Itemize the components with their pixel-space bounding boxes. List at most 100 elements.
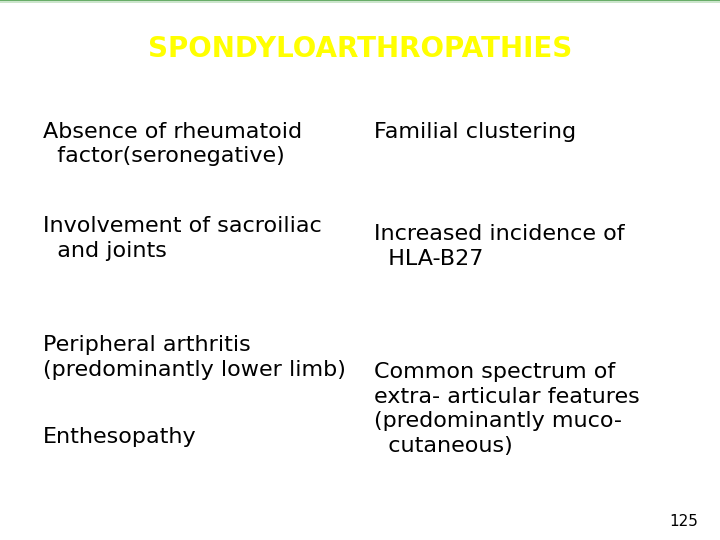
Text: Enthesopathy: Enthesopathy: [43, 427, 197, 447]
Bar: [0, 1, 720, 2]
Text: SPONDYLOARTHROPATHIES: SPONDYLOARTHROPATHIES: [148, 35, 572, 63]
Bar: [0, 1, 720, 2]
Bar: [0, 1, 720, 2]
Bar: [0, 1, 720, 2]
Bar: [0, 1, 720, 2]
Bar: [0, 1, 720, 2]
Bar: [0, 1, 720, 2]
Bar: [0, 1, 720, 2]
Bar: [0, 1, 720, 2]
Bar: [0, 1, 720, 3]
Bar: [0, 1, 720, 2]
Bar: [0, 1, 720, 2]
Bar: [0, 1, 720, 2]
Bar: [0, 1, 720, 2]
Bar: [0, 0, 720, 2]
Bar: [0, 0, 720, 2]
Bar: [0, 1, 720, 3]
Bar: [0, 1, 720, 2]
Bar: [0, 1, 720, 3]
Bar: [0, 0, 720, 2]
Bar: [0, 1, 720, 2]
Bar: [0, 1, 720, 2]
Bar: [0, 1, 720, 2]
Bar: [0, 0, 720, 2]
Bar: [0, 1, 720, 2]
Bar: [0, 1, 720, 3]
Bar: [0, 1, 720, 2]
Bar: [0, 0, 720, 2]
Bar: [0, 1, 720, 2]
Bar: [0, 0, 720, 2]
Bar: [0, 1, 720, 2]
Bar: [0, 0, 720, 2]
Bar: [0, 0, 720, 2]
Bar: [0, 1, 720, 2]
Bar: [0, 1, 720, 2]
Bar: [0, 0, 720, 2]
Bar: [0, 1, 720, 2]
Bar: [0, 1, 720, 3]
Bar: [0, 1, 720, 2]
Bar: [0, 0, 720, 2]
Bar: [0, 1, 720, 2]
Bar: [0, 1, 720, 3]
Bar: [0, 1, 720, 2]
Bar: [0, 1, 720, 2]
Bar: [0, 1, 720, 2]
Bar: [0, 0, 720, 2]
Text: Common spectrum of
extra- articular features
(predominantly muco-
  cutaneous): Common spectrum of extra- articular feat…: [374, 362, 640, 456]
Bar: [0, 1, 720, 2]
Bar: [0, 1, 720, 2]
Bar: [0, 0, 720, 2]
Bar: [0, 1, 720, 2]
Bar: [0, 1, 720, 2]
Bar: [0, 1, 720, 2]
Bar: [0, 1, 720, 2]
Bar: [0, 1, 720, 2]
Bar: [0, 1, 720, 2]
Bar: [0, 1, 720, 2]
Bar: [0, 1, 720, 2]
Bar: [0, 0, 720, 2]
Bar: [0, 1, 720, 2]
Bar: [0, 1, 720, 2]
Bar: [0, 0, 720, 2]
Bar: [0, 1, 720, 2]
Text: Peripheral arthritis
(predominantly lower limb): Peripheral arthritis (predominantly lowe…: [43, 335, 346, 380]
Bar: [0, 1, 720, 3]
Bar: [0, 1, 720, 3]
Bar: [0, 0, 720, 2]
Bar: [0, 1, 720, 3]
Bar: [0, 1, 720, 2]
Bar: [0, 1, 720, 2]
Bar: [0, 1, 720, 2]
Bar: [0, 1, 720, 2]
Bar: [0, 1, 720, 2]
Bar: [0, 1, 720, 2]
Bar: [0, 0, 720, 2]
Bar: [0, 0, 720, 2]
Bar: [0, 1, 720, 2]
Bar: [0, 1, 720, 3]
Bar: [0, 0, 720, 2]
Bar: [0, 1, 720, 2]
Bar: [0, 1, 720, 2]
Bar: [0, 1, 720, 3]
Bar: [0, 1, 720, 2]
Bar: [0, 1, 720, 2]
Bar: [0, 1, 720, 3]
Bar: [0, 1, 720, 2]
Bar: [0, 0, 720, 2]
Bar: [0, 1, 720, 2]
Bar: [0, 1, 720, 2]
Bar: [0, 1, 720, 2]
Bar: [0, 1, 720, 3]
Bar: [0, 0, 720, 2]
Bar: [0, 1, 720, 2]
Bar: [0, 1, 720, 2]
Bar: [0, 0, 720, 2]
Bar: [0, 1, 720, 2]
Bar: [0, 1, 720, 3]
Bar: [0, 1, 720, 2]
